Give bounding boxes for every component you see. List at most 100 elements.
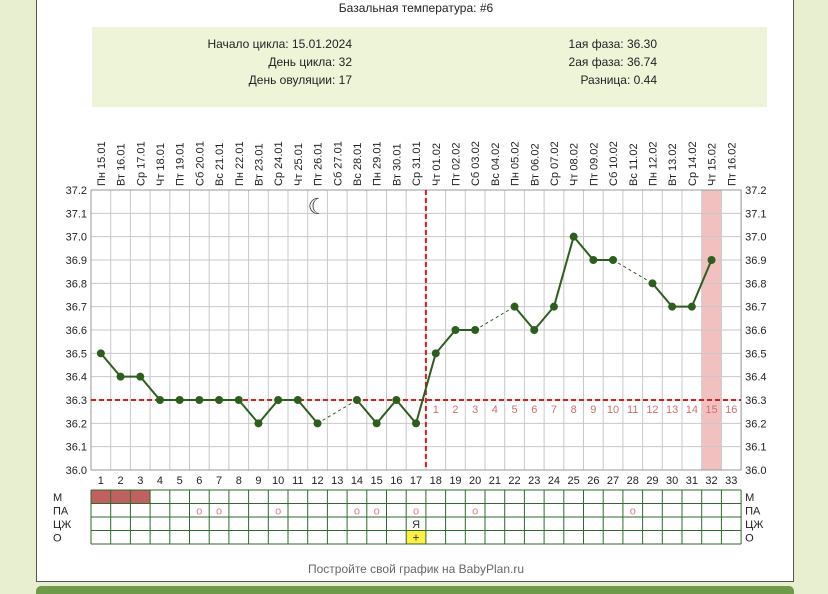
date-label: Чт 15.02 bbox=[707, 143, 719, 186]
day-number-label: 31 bbox=[686, 475, 698, 487]
day-number-label: 24 bbox=[548, 475, 560, 487]
luteal-day-label: 12 bbox=[646, 404, 658, 416]
temperature-line-segment bbox=[375, 399, 398, 424]
ovulation-test-cell bbox=[406, 530, 426, 544]
day-number-label: 28 bbox=[627, 475, 639, 487]
day-number-label: 15 bbox=[371, 475, 383, 487]
day-number-label: 26 bbox=[587, 475, 599, 487]
date-label: Вс 04.02 bbox=[490, 143, 502, 186]
date-label: Чт 18.01 bbox=[155, 143, 167, 186]
moon-icon: ☾ bbox=[308, 194, 328, 219]
y-tick-label-right: 36.5 bbox=[745, 348, 766, 360]
temperature-point bbox=[254, 419, 263, 428]
temperature-gap-segment bbox=[474, 306, 515, 331]
bottom-bar bbox=[36, 586, 794, 594]
day-number-label: 21 bbox=[489, 475, 501, 487]
pa-mark: о bbox=[374, 506, 380, 518]
day-number-label: 6 bbox=[196, 475, 202, 487]
temperature-point bbox=[116, 372, 125, 381]
day-number-label: 16 bbox=[390, 475, 402, 487]
y-tick-label-right: 37.1 bbox=[745, 208, 766, 220]
date-label: Ср 24.01 bbox=[273, 141, 285, 186]
date-label: Ср 14.02 bbox=[687, 141, 699, 186]
day-number-label: 33 bbox=[725, 475, 737, 487]
date-label: Ср 17.01 bbox=[135, 141, 147, 186]
difference-text: Разница: 0.44 bbox=[580, 73, 657, 87]
temperature-point bbox=[412, 419, 421, 428]
date-label: Пт 02.02 bbox=[450, 142, 462, 186]
date-label: Ср 07.02 bbox=[549, 141, 561, 186]
date-label: Пт 16.02 bbox=[726, 142, 738, 186]
temperature-line-segment bbox=[237, 399, 260, 424]
date-label: Пн 05.02 bbox=[510, 141, 522, 186]
temperature-point bbox=[530, 326, 539, 334]
menses-cell bbox=[130, 490, 151, 504]
y-tick-label-right: 37.2 bbox=[745, 185, 766, 197]
y-tick-label-right: 36.6 bbox=[745, 325, 766, 337]
temperature-point bbox=[274, 396, 283, 404]
temperature-point bbox=[293, 396, 302, 404]
luteal-day-label: 4 bbox=[492, 404, 498, 416]
date-label: Чт 25.01 bbox=[293, 143, 305, 186]
y-tick-label-left: 36.0 bbox=[66, 465, 87, 477]
date-label: Чт 01.02 bbox=[431, 143, 443, 186]
temperature-point bbox=[589, 256, 598, 264]
day-number-label: 3 bbox=[137, 475, 143, 487]
temperature-point bbox=[215, 396, 224, 404]
pa-mark: о bbox=[630, 506, 636, 518]
temperature-line-segment bbox=[690, 259, 713, 308]
date-label: Пн 22.01 bbox=[234, 141, 246, 186]
luteal-day-label: 3 bbox=[472, 404, 478, 416]
day-number-label: 4 bbox=[157, 475, 163, 487]
temperature-line-segment bbox=[651, 282, 673, 308]
symptom-row-label-right: ЦЖ bbox=[745, 519, 763, 531]
day-number-label: 32 bbox=[705, 475, 717, 487]
cycle-day-text: День цикла: 32 bbox=[268, 55, 352, 69]
pa-mark: о bbox=[354, 506, 360, 518]
y-tick-label-left: 36.3 bbox=[66, 395, 87, 407]
date-label: Пт 26.01 bbox=[313, 142, 325, 186]
temperature-line-segment bbox=[395, 399, 417, 424]
cycle-start-text: Начало цикла: 15.01.2024 bbox=[207, 37, 352, 51]
menses-cell bbox=[91, 490, 111, 504]
y-tick-label-right: 36.4 bbox=[745, 372, 766, 384]
y-tick-label-right: 36.1 bbox=[745, 442, 766, 454]
luteal-day-label: 6 bbox=[531, 404, 537, 416]
day-number-label: 29 bbox=[646, 475, 658, 487]
day-number-label: 12 bbox=[311, 475, 323, 487]
pa-mark: о bbox=[216, 506, 222, 518]
temperature-point bbox=[313, 419, 322, 428]
date-label: Ср 31.01 bbox=[411, 141, 423, 186]
footer-link-text[interactable]: Постройте свой график на BabyPlan.ru bbox=[307, 562, 525, 576]
y-tick-label-left: 36.2 bbox=[66, 418, 87, 430]
temperature-point bbox=[155, 396, 164, 404]
symptom-row-label-left: М bbox=[53, 492, 62, 504]
luteal-day-label: 5 bbox=[511, 404, 517, 416]
temperature-line-segment bbox=[552, 236, 575, 307]
temperature-point bbox=[352, 396, 361, 404]
day-number-label: 11 bbox=[292, 475, 303, 487]
date-label: Пн 29.01 bbox=[372, 141, 384, 186]
day-number-label: 2 bbox=[117, 475, 123, 487]
cz-mark: Я bbox=[412, 519, 420, 531]
luteal-day-label: 13 bbox=[666, 404, 678, 416]
y-tick-label-left: 36.9 bbox=[66, 255, 87, 267]
date-label: Вт 16.01 bbox=[116, 143, 128, 186]
temperature-point bbox=[471, 326, 480, 334]
symptom-row-label-left: О bbox=[53, 533, 62, 545]
luteal-day-label: 16 bbox=[725, 404, 737, 416]
luteal-day-label: 11 bbox=[627, 404, 638, 416]
symptom-row-label-left: ЦЖ bbox=[53, 519, 71, 531]
chart-frame: Базальная температура: #6 Начало цикла: … bbox=[36, 0, 794, 582]
temperature-gap-segment bbox=[612, 259, 653, 284]
temperature-point bbox=[569, 232, 578, 241]
symptom-row-label-left: ПА bbox=[53, 506, 69, 518]
phase1-text: 1ая фаза: 36.30 bbox=[568, 37, 657, 51]
pa-mark: о bbox=[275, 506, 281, 518]
date-label: Вс 28.01 bbox=[352, 143, 364, 186]
date-label: Сб 03.02 bbox=[470, 141, 482, 186]
temperature-point bbox=[96, 349, 105, 358]
luteal-day-label: 8 bbox=[571, 404, 577, 416]
temperature-line-segment bbox=[100, 352, 122, 378]
luteal-day-label: 1 bbox=[433, 404, 439, 416]
